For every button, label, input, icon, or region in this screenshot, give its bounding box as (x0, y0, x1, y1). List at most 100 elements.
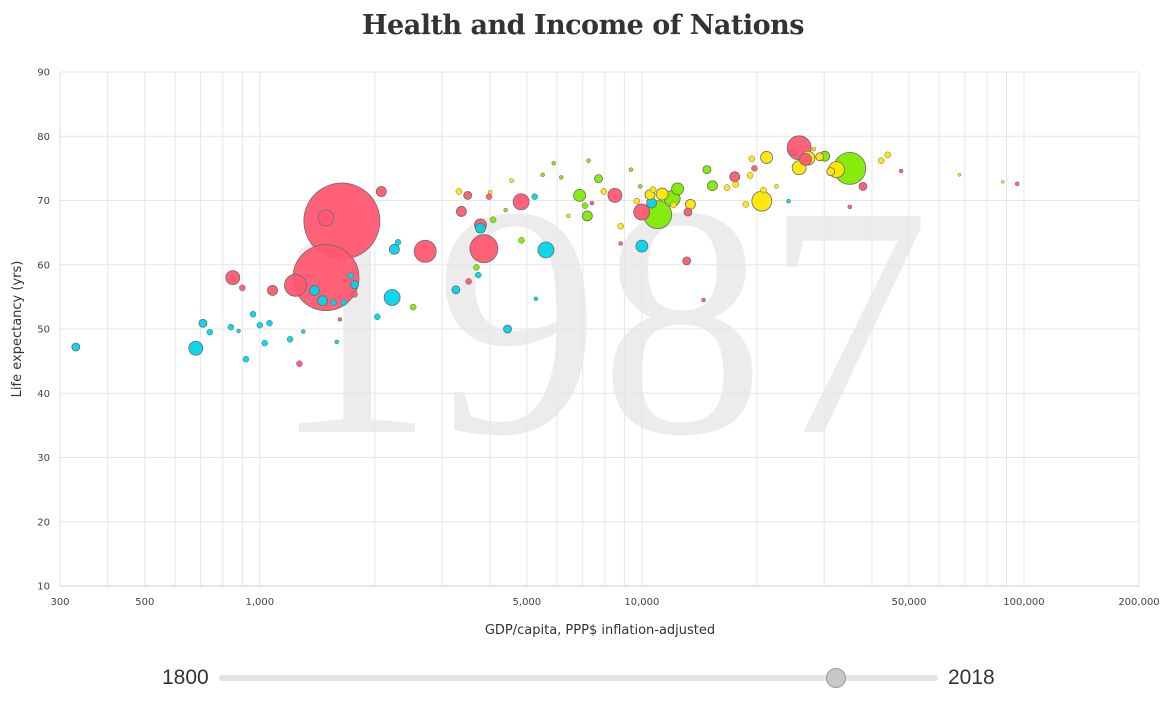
country-bubble (573, 188, 586, 202)
slider-thumb[interactable] (825, 668, 846, 688)
country-bubble (702, 165, 712, 175)
country-bubble (473, 264, 480, 271)
y-tick-label: 50 (37, 325, 50, 336)
country-bubble (465, 278, 472, 285)
country-bubble (826, 167, 836, 176)
country-bubble (760, 151, 773, 164)
country-bubble (789, 149, 796, 156)
country-bubble (746, 172, 754, 179)
country-bubble (71, 342, 81, 352)
country-bubble (284, 273, 307, 297)
country-bubble (317, 295, 328, 307)
country-bubble (256, 321, 264, 329)
country-bubble (633, 197, 641, 205)
country-bubble (566, 213, 571, 219)
country-bubble (266, 319, 273, 327)
slider-track[interactable] (219, 675, 938, 681)
country-bubble (751, 190, 773, 212)
country-bubble (594, 174, 603, 184)
country-bubble (249, 310, 257, 318)
year-watermark: 1987 (270, 139, 930, 504)
country-bubble (815, 152, 825, 162)
country-bubble (267, 285, 278, 296)
country-bubble (503, 207, 508, 213)
x-tick-label: 200,000 (1118, 597, 1159, 608)
country-bubble (635, 239, 649, 253)
country-bubble (261, 339, 268, 347)
country-bubble (409, 303, 417, 311)
y-tick-label: 10 (37, 582, 50, 593)
country-bubble (671, 182, 684, 196)
y-tick-label: 90 (37, 68, 50, 79)
country-bubble (742, 201, 750, 208)
country-bubble (489, 216, 497, 224)
country-bubble (898, 168, 904, 174)
country-bubble (518, 237, 525, 244)
country-bubble (581, 202, 589, 209)
country-bubble (485, 193, 493, 200)
country-bubble (236, 328, 241, 334)
y-axis-title: Life expectancy (yrs) (10, 261, 25, 398)
country-bubble (242, 355, 250, 363)
country-bubble (531, 193, 538, 200)
country-bubble (347, 272, 354, 279)
country-bubble (337, 317, 343, 322)
country-bubble (655, 187, 669, 201)
country-bubble (586, 158, 591, 163)
x-axis-title: GDP/capita, PPP$ inflation-adjusted (485, 623, 715, 638)
country-bubble (884, 151, 891, 159)
country-bubble (296, 360, 303, 367)
country-bubble (388, 243, 400, 255)
country-bubble (618, 241, 623, 246)
country-bubble (607, 187, 623, 203)
country-bubble (455, 188, 463, 195)
country-bubble (394, 239, 402, 246)
country-bubble (799, 152, 812, 166)
country-bubble (225, 270, 241, 286)
country-bubble (301, 329, 306, 334)
country-bubble (330, 299, 337, 306)
country-bubble (748, 155, 756, 162)
x-tick-label: 500 (135, 597, 154, 608)
country-bubble (723, 184, 731, 191)
y-tick-label: 20 (37, 517, 50, 528)
country-bubble (533, 296, 539, 302)
country-bubble (811, 146, 817, 152)
y-tick-label: 60 (37, 260, 50, 271)
y-tick-label: 30 (37, 453, 50, 464)
country-bubble (628, 167, 634, 172)
country-bubble (858, 181, 868, 191)
country-bubble (774, 184, 779, 189)
country-bubble (683, 207, 693, 217)
country-bubble (286, 336, 294, 343)
country-bubble (581, 210, 593, 222)
country-bubble (729, 171, 741, 183)
country-bubble (334, 339, 339, 345)
country-bubble (600, 188, 608, 195)
country-bubble (670, 201, 677, 209)
x-tick-label: 100,000 (1003, 597, 1044, 608)
country-bubble (633, 203, 651, 221)
country-bubble (589, 200, 595, 206)
y-tick-label: 40 (37, 389, 50, 400)
chart-title: Health and Income of Nations (362, 10, 804, 41)
country-bubble (617, 222, 624, 230)
x-tick-label: 300 (50, 597, 69, 608)
year-slider: 1800 2018 (0, 660, 1166, 696)
country-bubble (701, 297, 706, 303)
country-bubble (309, 285, 320, 296)
x-tick-label: 1,000 (245, 597, 274, 608)
country-bubble (463, 190, 473, 200)
country-bubble (475, 222, 486, 234)
country-bubble (455, 206, 467, 217)
x-tick-label: 50,000 (891, 597, 926, 608)
country-bubble (469, 234, 499, 264)
country-bubble (451, 285, 461, 295)
country-bubble (487, 189, 493, 195)
country-bubble (751, 165, 758, 172)
country-bubble (206, 328, 214, 336)
country-bubble (1014, 181, 1020, 187)
y-tick-label: 80 (37, 132, 50, 143)
bubbles (71, 135, 1020, 367)
x-tick-label: 5,000 (513, 597, 542, 608)
